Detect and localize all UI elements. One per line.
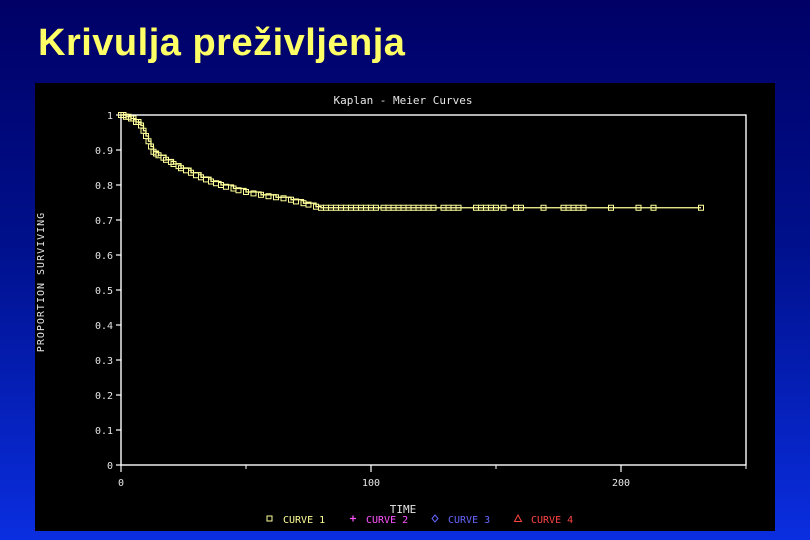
legend-label: CURVE 2 <box>366 515 408 526</box>
censor-marker <box>258 191 264 198</box>
plot-panel: Kaplan - Meier Curves PROPORTION SURVIVI… <box>35 83 775 531</box>
legend-diamond-symbol <box>431 514 439 523</box>
y-tick-label: 0.1 <box>95 426 113 437</box>
legend-triangle-symbol <box>513 513 523 522</box>
y-tick-label: 0.9 <box>95 146 113 157</box>
legend-label: CURVE 1 <box>283 515 325 526</box>
censor-marker <box>293 198 299 205</box>
censor-marker <box>493 204 499 211</box>
y-tick-label: 0.5 <box>95 286 113 297</box>
censor-marker <box>698 204 704 211</box>
y-tick-label: 0.4 <box>95 321 113 332</box>
censor-marker <box>455 204 462 211</box>
y-tick-label: 0.6 <box>95 251 113 262</box>
axis-ticks: 0 0.1 0.2 0.3 0.4 0.5 0.6 0.7 0.8 0.9 1 0 100 200 <box>95 111 747 489</box>
censor-marker <box>235 187 242 194</box>
slide-title: Krivulja preživljenja <box>38 22 406 64</box>
y-tick-label: 0.8 <box>95 181 113 192</box>
censor-marker <box>518 204 524 211</box>
censor-marker <box>540 204 547 211</box>
censor-marker <box>373 204 379 211</box>
censor-marker <box>500 204 507 211</box>
censor-marker <box>243 189 249 195</box>
kaplan-meier-chart: Kaplan - Meier Curves PROPORTION SURVIVI… <box>36 94 747 526</box>
x-tick-label: 200 <box>612 478 630 489</box>
censor-marker <box>265 193 272 200</box>
censor-marker <box>305 201 312 208</box>
x-tick-label: 0 <box>118 478 124 489</box>
y-tick-label: 0.7 <box>95 216 113 227</box>
censor-marker <box>280 195 287 202</box>
legend-label: CURVE 4 <box>531 515 573 526</box>
y-tick-label: 0.3 <box>95 356 113 367</box>
x-axis-label: TIME <box>390 503 417 516</box>
y-tick-label: 1 <box>107 111 113 122</box>
series-layer <box>118 112 704 211</box>
censor-marker <box>223 183 229 190</box>
censor-marker <box>608 204 614 211</box>
y-tick-label: 0.2 <box>95 391 113 402</box>
censor-marker <box>635 204 642 211</box>
censor-marker <box>580 204 587 211</box>
censor-marker <box>250 190 257 197</box>
chart-title: Kaplan - Meier Curves <box>333 94 472 107</box>
y-axis-label: PROPORTION SURVIVING <box>36 212 47 352</box>
censor-marker <box>193 172 199 179</box>
censor-marker <box>273 194 279 201</box>
censor-marker <box>430 204 437 211</box>
y-tick-label: 0 <box>107 461 113 472</box>
legend: CURVE 1 CURVE 2 CURVE 3 CURVE 4 <box>266 513 573 526</box>
plot-frame <box>120 114 747 466</box>
legend-plus-symbol <box>350 515 356 522</box>
x-tick-label: 100 <box>362 478 380 489</box>
censor-marker <box>650 204 657 211</box>
legend-label: CURVE 3 <box>448 515 490 526</box>
km-step-line <box>121 114 701 209</box>
legend-square-symbol <box>266 515 273 522</box>
